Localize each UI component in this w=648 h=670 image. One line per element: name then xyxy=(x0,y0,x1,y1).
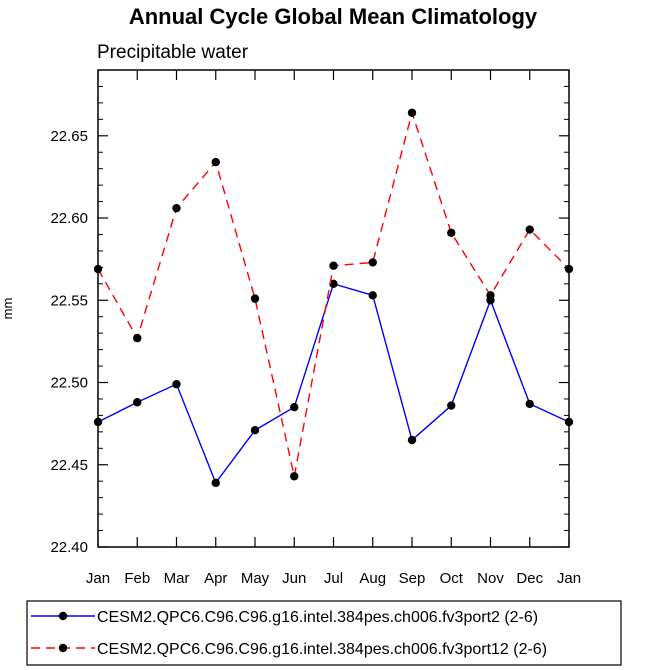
x-tick-label: Feb xyxy=(124,570,150,587)
x-tick-label: Jan xyxy=(557,570,581,587)
x-tick-label: May xyxy=(241,570,270,587)
legend-label-1: CESM2.QPC6.C96.C96.g16.intel.384pes.ch00… xyxy=(97,609,538,626)
data-point-series-1 xyxy=(211,478,220,488)
y-tick-label: 22.60 xyxy=(50,210,88,227)
data-point-series-1 xyxy=(290,402,299,412)
series-line-2 xyxy=(97,110,570,477)
data-point-series-2 xyxy=(211,157,220,167)
x-tick-label: Oct xyxy=(440,570,464,587)
data-point-series-1 xyxy=(133,398,142,407)
data-point-series-1 xyxy=(329,279,338,289)
x-tick-label: Aug xyxy=(359,570,386,587)
x-tick-label: Mar xyxy=(164,570,190,587)
legend: CESM2.QPC6.C96.C96.g16.intel.384pes.ch00… xyxy=(26,600,622,666)
data-point-series-2 xyxy=(133,333,142,343)
y-tick-label: 22.50 xyxy=(50,375,88,392)
data-point-series-2 xyxy=(486,291,495,300)
legend-label-2: CESM2.QPC6.C96.C96.g16.intel.384pes.ch00… xyxy=(97,641,547,658)
plot-series xyxy=(93,108,574,488)
x-tick-label: Dec xyxy=(516,570,543,587)
data-point-series-2 xyxy=(290,472,299,481)
x-tick-label: Jun xyxy=(282,570,306,587)
legend-marker-2 xyxy=(58,643,68,653)
data-point-series-2 xyxy=(250,294,260,303)
data-point-series-1 xyxy=(447,401,456,410)
data-point-series-1 xyxy=(250,426,260,435)
data-point-series-1 xyxy=(368,291,377,300)
data-point-series-2 xyxy=(329,261,338,270)
x-tick-label: Nov xyxy=(477,570,504,587)
x-tick-label: Sep xyxy=(399,570,426,587)
axis-ticks: 22.40 22.45 22.50 22.55 22.60 22.65 Jan Feb Mar A… xyxy=(50,69,581,587)
data-point-series-1 xyxy=(525,399,534,409)
data-point-series-2 xyxy=(525,225,534,234)
y-tick-label: 22.40 xyxy=(50,539,88,556)
data-point-series-1 xyxy=(407,435,417,445)
data-point-series-1 xyxy=(172,379,181,389)
chart-subtitle: Precipitable water xyxy=(97,42,249,63)
data-point-series-2 xyxy=(407,108,417,117)
data-point-series-2 xyxy=(368,258,377,267)
y-axis-label: mm xyxy=(0,298,15,320)
x-tick-label: Jan xyxy=(86,570,110,587)
data-point-series-2 xyxy=(172,203,181,213)
series-line-1 xyxy=(97,282,570,485)
legend-marker-1 xyxy=(58,611,68,621)
x-tick-label: Jul xyxy=(324,570,343,587)
y-tick-label: 22.65 xyxy=(50,128,88,145)
chart-title: Annual Cycle Global Mean Climatology xyxy=(129,4,538,29)
y-tick-label: 22.55 xyxy=(50,292,88,309)
x-tick-label: Apr xyxy=(204,570,227,587)
legend-box xyxy=(26,600,622,666)
plot-frame xyxy=(97,69,570,548)
data-point-series-2 xyxy=(447,228,456,238)
y-tick-label: 22.45 xyxy=(50,457,88,474)
